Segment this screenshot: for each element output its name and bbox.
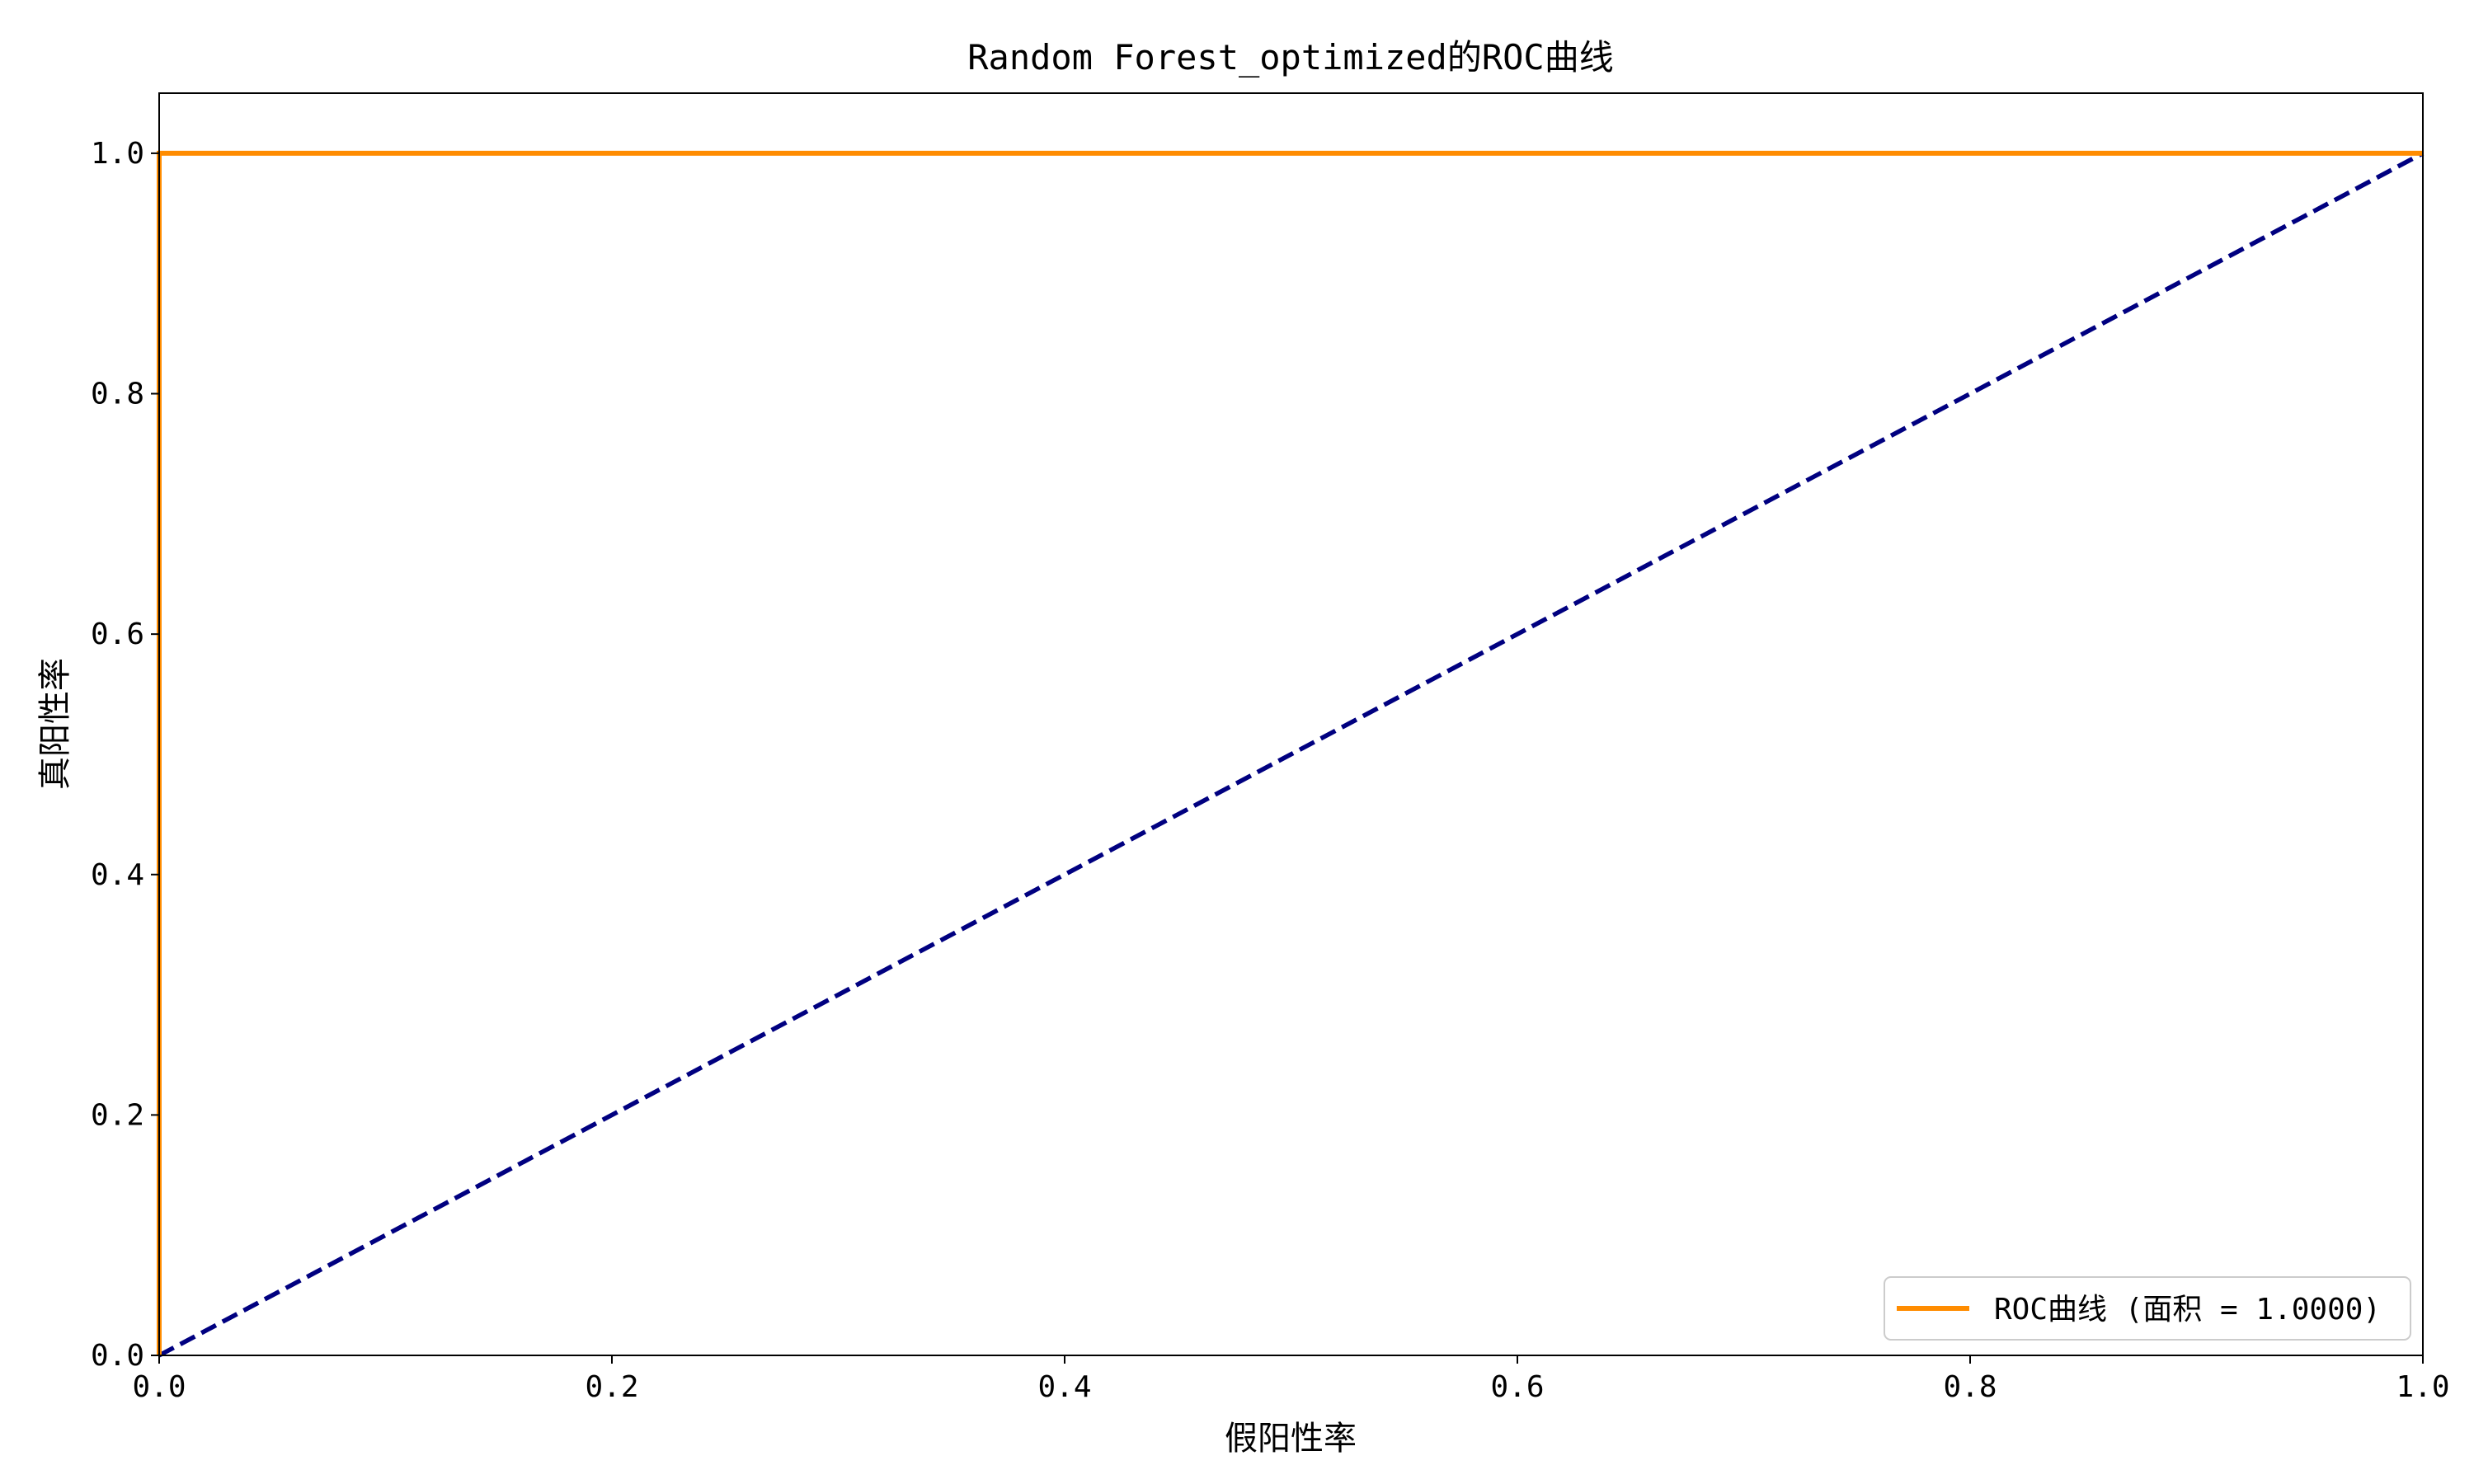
- x-tick-label: 1.0: [2396, 1370, 2449, 1404]
- x-tick-label: 0.6: [1490, 1370, 1544, 1404]
- chart-title: Random Forest_optimized的ROC曲线: [967, 37, 1613, 77]
- x-axis: 0.0 0.2 0.4 0.6 0.8 1.0: [132, 1355, 2450, 1404]
- x-tick-label: 0.4: [1037, 1370, 1091, 1404]
- x-tick-label: 0.8: [1943, 1370, 1997, 1404]
- y-tick-label: 0.2: [91, 1098, 144, 1132]
- legend: ROC曲线 (面积 = 1.0000): [1884, 1276, 2411, 1341]
- axes-frame: [158, 92, 2424, 1356]
- y-tick-label: 0.4: [91, 858, 144, 892]
- chance-diagonal-line: [158, 151, 2425, 1358]
- y-tick-label: 0.8: [91, 378, 144, 411]
- y-axis-label: 真阳性率: [36, 658, 74, 790]
- plot-area: [159, 93, 2423, 1355]
- x-axis-label: 假阳性率: [1225, 1420, 1357, 1458]
- y-tick-label: 1.0: [91, 137, 144, 171]
- legend-box: [1884, 1276, 2411, 1341]
- x-tick-label: 0.2: [585, 1370, 638, 1404]
- y-axis: 0.0 0.2 0.4 0.6 0.8 1.0: [91, 137, 159, 1373]
- x-tick-label: 0.0: [132, 1370, 186, 1404]
- y-tick-label: 0.0: [91, 1339, 144, 1373]
- y-tick-label: 0.6: [91, 618, 144, 651]
- legend-label-roc: ROC曲线 (面积 = 1.0000): [1994, 1293, 2381, 1327]
